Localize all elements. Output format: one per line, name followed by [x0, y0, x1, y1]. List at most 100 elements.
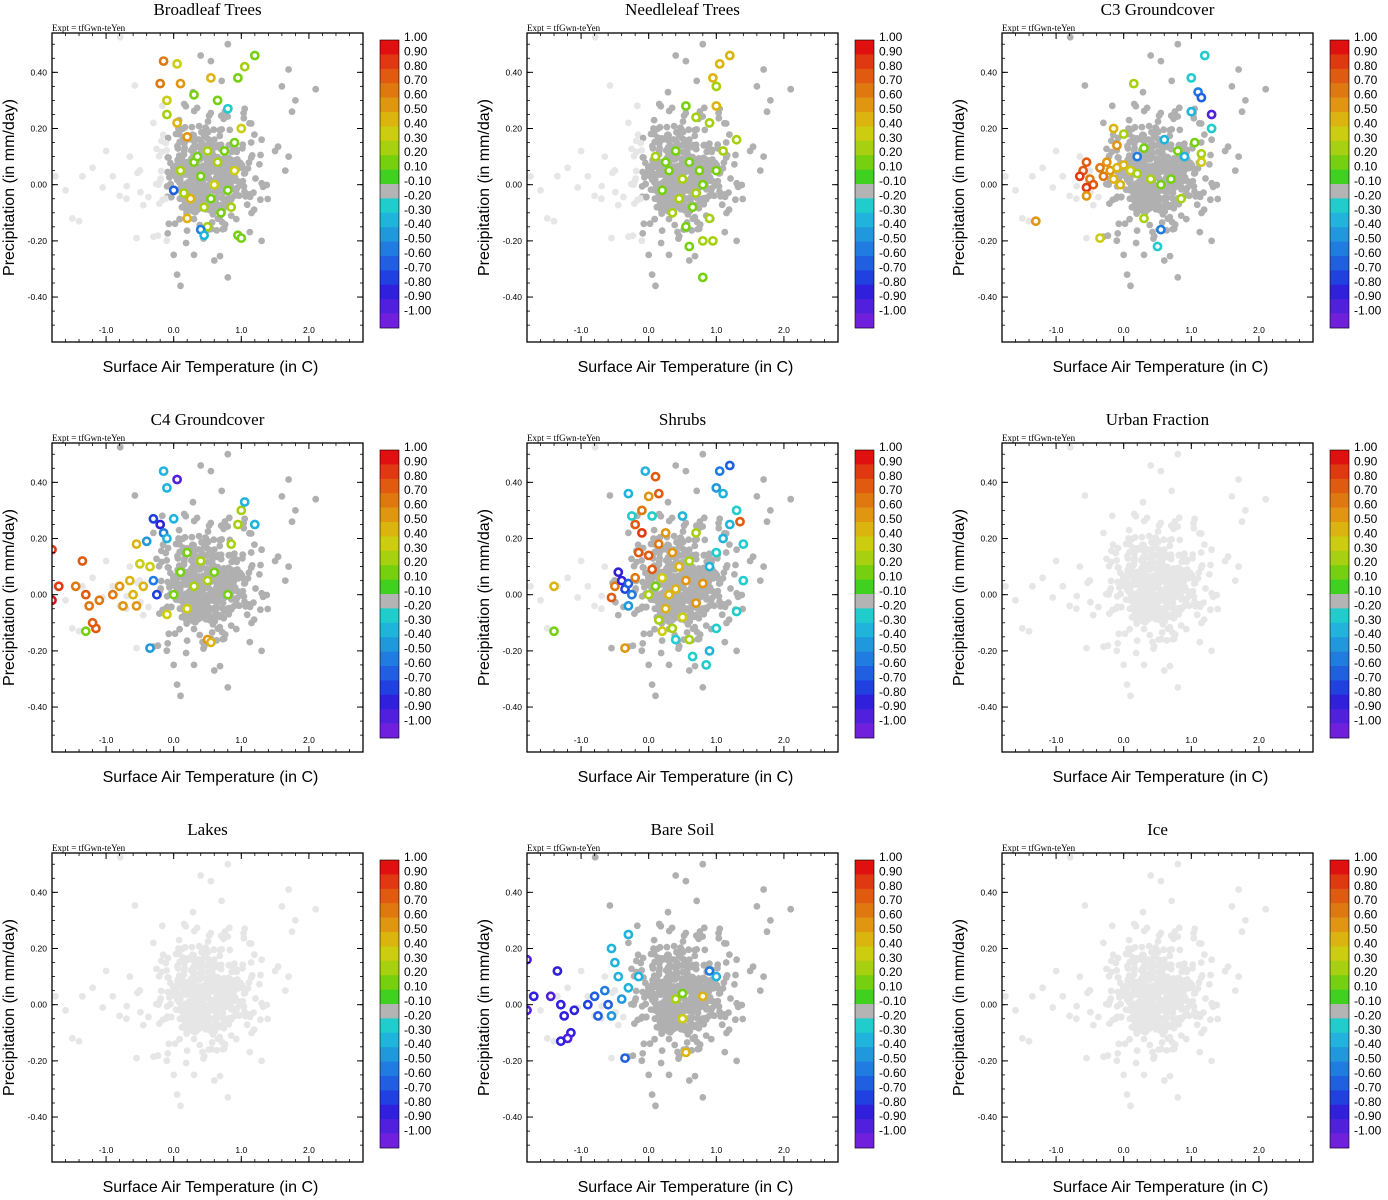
colorbar-swatch	[855, 637, 874, 652]
data-point	[1196, 157, 1207, 168]
data-point	[109, 582, 117, 590]
data-point	[639, 230, 647, 237]
data-point	[153, 145, 160, 153]
data-point	[1148, 128, 1155, 136]
data-point	[1193, 201, 1201, 209]
y-tick-label: -0.20	[503, 236, 523, 246]
colorbar-swatch	[1330, 579, 1349, 595]
data-point	[1174, 274, 1182, 281]
colorbar-label: -1.00	[404, 304, 432, 318]
data-point	[246, 228, 254, 236]
data-point	[657, 512, 665, 520]
data-point	[1207, 606, 1214, 614]
data-point	[718, 201, 726, 209]
data-point	[638, 147, 646, 154]
data-point	[214, 625, 222, 633]
data-point	[1238, 518, 1246, 526]
data-point	[176, 605, 184, 613]
colorbar-swatch	[855, 54, 874, 70]
data-point	[733, 237, 740, 245]
data-point	[673, 128, 680, 136]
colorbar-label: -0.80	[879, 685, 907, 699]
data-point	[1154, 155, 1162, 163]
colorbar-label: 0.70	[404, 73, 428, 87]
data-point	[182, 547, 193, 558]
data-point	[722, 120, 730, 127]
colorbar: 1.000.900.800.700.600.500.400.300.200.10…	[1329, 440, 1382, 739]
data-point	[709, 572, 716, 580]
data-point	[1118, 193, 1125, 201]
data-point	[190, 215, 198, 223]
data-point	[1150, 645, 1157, 652]
data-point	[216, 207, 226, 218]
data-point	[224, 523, 232, 530]
data-point	[182, 239, 190, 247]
data-point	[650, 116, 658, 124]
data-point	[148, 513, 159, 524]
data-point	[1154, 188, 1162, 196]
data-point	[701, 155, 709, 163]
data-point	[679, 188, 687, 196]
data-point	[1182, 215, 1190, 223]
data-point	[252, 585, 259, 592]
data-point	[628, 145, 635, 153]
data-point	[1157, 57, 1165, 65]
x-tick-label: 0.0	[168, 735, 180, 745]
data-point	[68, 625, 76, 632]
data-point	[1131, 123, 1139, 131]
data-point	[753, 493, 761, 500]
data-point	[691, 598, 701, 608]
data-point	[674, 193, 684, 204]
data-point	[84, 601, 95, 611]
data-point	[174, 555, 182, 562]
data-point	[648, 161, 656, 169]
y-tick-label: 0.20	[505, 534, 522, 544]
colorbar-swatch	[380, 666, 399, 681]
data-point	[731, 606, 742, 617]
data-point	[133, 234, 140, 242]
data-point	[250, 206, 258, 214]
colorbar-label: -0.40	[404, 627, 432, 641]
plot-title: Needleleaf Trees	[625, 0, 740, 19]
data-point	[209, 567, 220, 578]
colorbar-swatch	[1330, 694, 1349, 710]
colorbar-swatch	[380, 241, 399, 257]
data-point	[176, 179, 183, 187]
data-point	[763, 108, 771, 116]
data-point	[671, 156, 678, 163]
colorbar-swatch	[1330, 723, 1349, 739]
data-point	[70, 581, 81, 592]
data-point	[727, 585, 734, 592]
data-point	[197, 52, 205, 59]
data-point	[182, 512, 190, 520]
data-point	[145, 193, 152, 201]
colorbar-swatch	[855, 680, 874, 696]
data-point	[1139, 541, 1146, 549]
data-point	[656, 123, 664, 131]
data-point	[175, 78, 186, 89]
colorbar-swatch	[380, 637, 399, 652]
y-tick-label: 0.40	[30, 477, 47, 487]
colorbar-swatch	[1330, 666, 1349, 681]
data-point	[1136, 609, 1144, 617]
data-point	[657, 185, 668, 196]
data-point	[258, 589, 266, 597]
data-point	[637, 605, 645, 612]
data-point	[239, 497, 250, 507]
colorbar-label: 1.00	[404, 30, 428, 44]
data-point	[1184, 572, 1191, 580]
data-point	[208, 553, 216, 561]
data-point	[708, 73, 718, 83]
data-point	[697, 179, 708, 190]
data-point	[1175, 514, 1183, 522]
data-point	[161, 482, 172, 493]
data-point	[225, 514, 233, 522]
data-point	[198, 128, 205, 136]
data-point	[99, 184, 107, 191]
panel-c3: C3 Groundcover Expt = tfGwn-teYen -1.0 0.0 1…	[951, 0, 1382, 376]
colorbar-swatch	[1330, 709, 1349, 724]
colorbar: 1.000.900.800.700.600.500.400.300.200.10…	[854, 30, 907, 329]
colorbar-label: 0.50	[404, 512, 428, 526]
data-point	[150, 119, 157, 127]
